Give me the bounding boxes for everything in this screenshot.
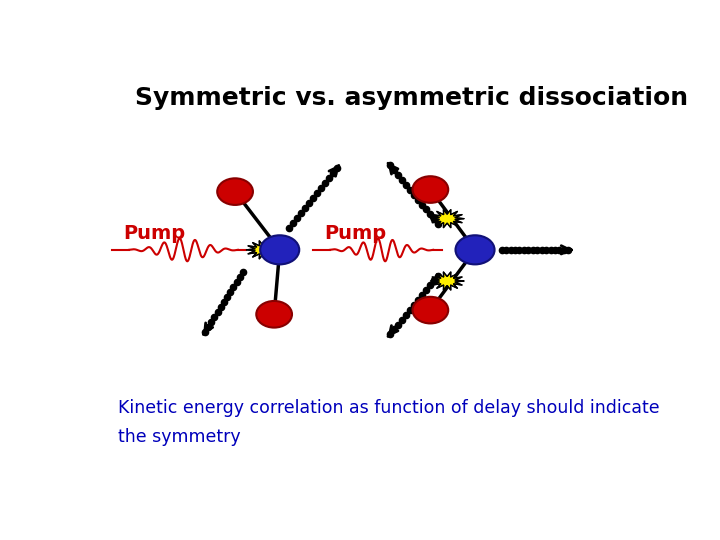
Circle shape <box>413 297 449 323</box>
Text: the symmetry: the symmetry <box>118 428 240 446</box>
Text: Symmetric vs. asymmetric dissociation: Symmetric vs. asymmetric dissociation <box>135 85 688 110</box>
Polygon shape <box>431 210 464 228</box>
Circle shape <box>256 301 292 328</box>
Text: Pump: Pump <box>324 224 387 242</box>
Circle shape <box>217 178 253 205</box>
Text: Kinetic energy correlation as function of delay should indicate: Kinetic energy correlation as function o… <box>118 399 660 417</box>
Circle shape <box>456 235 495 265</box>
Text: Pump: Pump <box>124 224 186 242</box>
Polygon shape <box>431 272 464 290</box>
Circle shape <box>260 235 300 265</box>
Circle shape <box>413 176 449 203</box>
Polygon shape <box>246 241 279 259</box>
